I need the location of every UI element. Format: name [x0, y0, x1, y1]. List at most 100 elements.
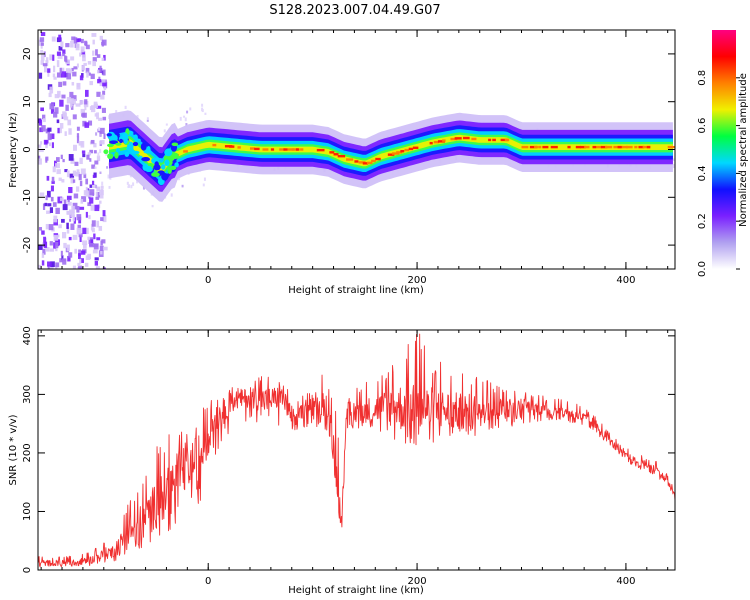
ridge-peak [492, 138, 496, 142]
halo-cell [136, 179, 139, 184]
halo-cell [163, 129, 166, 133]
noise-cell [48, 92, 52, 98]
noise-cell [95, 49, 98, 56]
noise-cell [75, 43, 80, 51]
noise-cell [84, 99, 88, 105]
noise-cell [60, 67, 65, 74]
noise-cell [102, 90, 106, 95]
noise-cell [94, 257, 99, 261]
noise-cell [59, 99, 64, 107]
ridge-peak [295, 148, 300, 151]
noise-cell [93, 243, 99, 250]
halo-cell [98, 127, 101, 131]
spectrogram-x-tick-label: 200 [408, 275, 427, 286]
noise-cell [40, 44, 43, 49]
noise-cell [103, 54, 106, 61]
noise-cell [81, 73, 84, 78]
noise-cell [38, 158, 42, 165]
noise-cell [76, 133, 80, 138]
snr-ylabel: SNR (10 * v/v) [8, 414, 19, 485]
ridge-peak [550, 145, 558, 149]
noise-cell [80, 258, 84, 263]
noise-cell [85, 211, 88, 218]
noise-cell [52, 54, 55, 61]
ridge-peak [625, 145, 633, 149]
noise-cell [48, 142, 52, 147]
colorbar: 0.0 0.2 0.4 0.6 0.8 Normalized spectral ampl… [697, 30, 749, 277]
noise-cell [61, 179, 65, 183]
snr-xlabel: Height of straight line (km) [288, 585, 424, 596]
noise-cell [91, 33, 97, 37]
noise-cell [99, 140, 105, 145]
noise-cell [59, 123, 64, 129]
noise-cell [85, 44, 90, 50]
spectrogram-ylabel: Frequency (Hz) [8, 112, 19, 188]
noise-cell [72, 95, 77, 101]
noise-cell [42, 203, 46, 210]
noise-cell [69, 101, 73, 108]
ridge-peak [429, 141, 433, 145]
noise-cell [48, 224, 54, 231]
ridge-peak [596, 145, 602, 149]
halo-cell [189, 107, 192, 111]
noise-cell [70, 223, 75, 230]
turbulence-blob [109, 140, 119, 145]
noise-cell [79, 52, 82, 57]
halo-cell [94, 166, 97, 169]
noise-cell [101, 239, 106, 244]
noise-cell [101, 41, 105, 46]
noise-cell [96, 69, 100, 74]
noise-cell [62, 81, 67, 86]
noise-cell [45, 143, 48, 149]
noise-cell [91, 164, 96, 169]
noise-cell [56, 51, 61, 56]
noise-cell [100, 217, 104, 222]
noise-cell [98, 117, 103, 121]
noise-cell [89, 81, 93, 86]
ridge-peak [433, 140, 440, 144]
noise-cell [72, 202, 78, 210]
snr-y-tick-label: 0 [22, 567, 33, 573]
noise-cell [64, 55, 67, 62]
noise-cell [66, 195, 72, 201]
turbulence-blob [172, 152, 179, 160]
noise-cell [53, 76, 57, 80]
noise-cell [55, 207, 60, 215]
noise-cell [87, 236, 91, 240]
noise-cell [65, 59, 70, 65]
noise-cell [103, 133, 106, 140]
halo-cell [129, 174, 132, 178]
noise-cell [72, 114, 77, 120]
noise-cell [88, 72, 91, 76]
turbulence-blob [115, 147, 121, 153]
ridge-peak [617, 145, 623, 149]
ridge-peak [671, 145, 675, 149]
noise-cell [53, 234, 59, 241]
ridge-peak [358, 161, 366, 164]
noise-cell [47, 261, 52, 267]
ridge-peak [442, 139, 446, 142]
noise-cell [62, 112, 67, 120]
noise-cell [49, 248, 55, 252]
noise-cell [53, 215, 58, 223]
noise-cell [70, 177, 75, 184]
noise-cell [66, 222, 69, 229]
turbulence-blob [164, 148, 173, 157]
ridge-peak [450, 137, 458, 141]
noise-cell [49, 133, 55, 140]
noise-cell [43, 236, 47, 243]
halo-cell [146, 117, 149, 120]
noise-cell [51, 176, 55, 182]
noise-cell [60, 250, 63, 257]
ridge-peak [362, 162, 369, 165]
ridge-peak [488, 138, 492, 142]
noise-cell [70, 56, 75, 61]
noise-cell [99, 127, 105, 134]
noise-cell [45, 195, 48, 201]
noise-cell [81, 150, 86, 154]
halo-cell [165, 123, 168, 126]
noise-cell [58, 224, 62, 229]
noise-cell [85, 41, 88, 47]
noise-cell [73, 66, 78, 70]
